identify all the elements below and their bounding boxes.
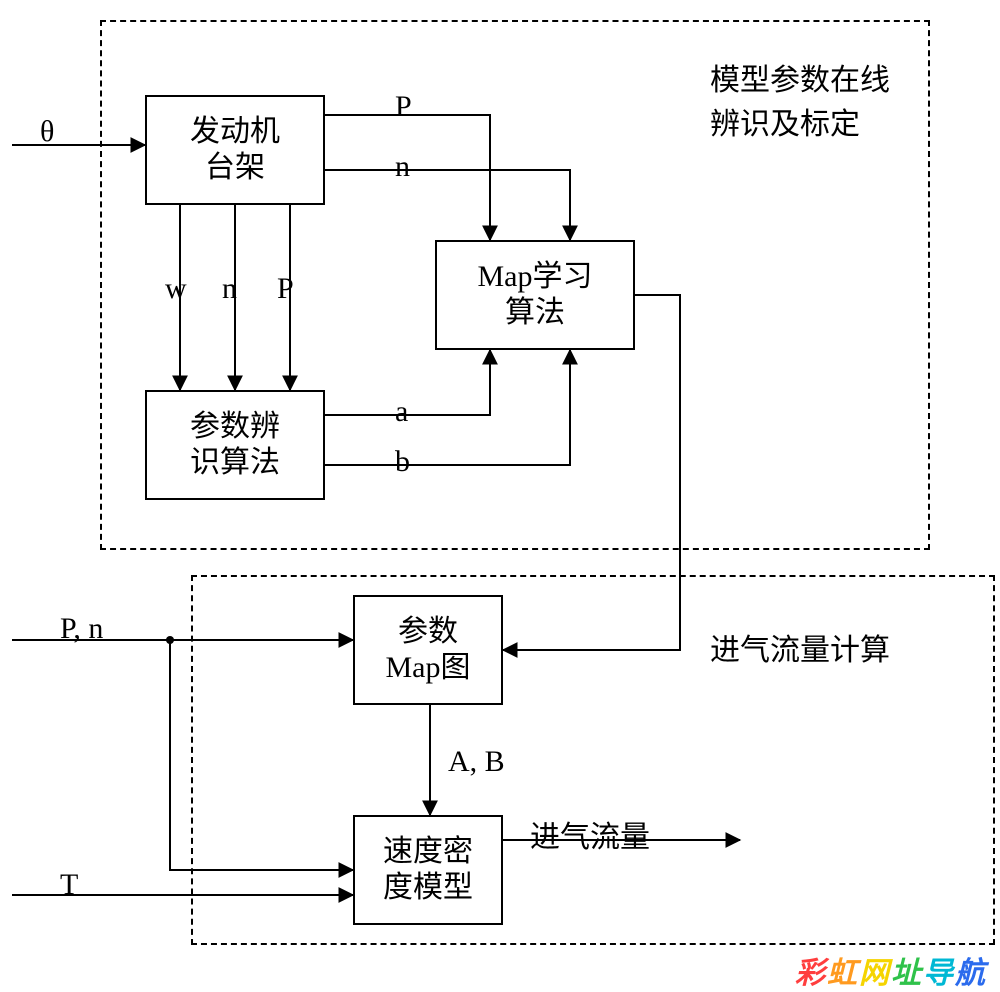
node-line: 参数 [398, 614, 458, 650]
node-line: 度模型 [383, 870, 473, 906]
edge-label-Pn_in: P, n [60, 612, 103, 646]
node-line: 发动机 [190, 114, 280, 150]
node-param_map: 参数Map图 [353, 595, 503, 705]
edge-label-flow_out: 进气流量 [530, 812, 650, 856]
edge-label-e_n_down: n [222, 272, 237, 306]
node-line: 算法 [505, 295, 565, 331]
node-line: 参数辨 [190, 409, 280, 445]
node-line: Map学习 [478, 259, 593, 295]
edge-label-e_w_down: w [165, 272, 187, 306]
watermark: 彩虹网址导航 [795, 948, 987, 992]
region-title-r2: 进气流量计算 [710, 625, 890, 669]
node-line: 台架 [205, 150, 265, 186]
node-param_id: 参数辨识算法 [145, 390, 325, 500]
edge-label-pid_b: b [395, 445, 410, 479]
edge-label-e_P_down: P [277, 272, 294, 306]
junction-0 [166, 636, 174, 644]
edge-label-pid_a: a [395, 395, 408, 429]
edge-label-e_P_right: P [395, 90, 412, 124]
node-speed_den: 速度密度模型 [353, 815, 503, 925]
node-engine: 发动机台架 [145, 95, 325, 205]
region-title-r1: 模型参数在线辨识及标定 [710, 55, 890, 143]
diagram-canvas: 模型参数在线辨识及标定进气流量计算发动机台架参数辨识算法Map学习算法参数Map… [0, 0, 1000, 976]
node-line: Map图 [386, 650, 471, 686]
edge-label-T_in: T [60, 868, 78, 902]
edge-label-parammap_to_sd: A, B [448, 745, 505, 779]
node-line: 速度密 [383, 834, 473, 870]
edge-label-theta_in: θ [40, 115, 54, 149]
node-line: 识算法 [190, 445, 280, 481]
node-map_learn: Map学习算法 [435, 240, 635, 350]
edge-label-e_n_right: n [395, 150, 410, 184]
